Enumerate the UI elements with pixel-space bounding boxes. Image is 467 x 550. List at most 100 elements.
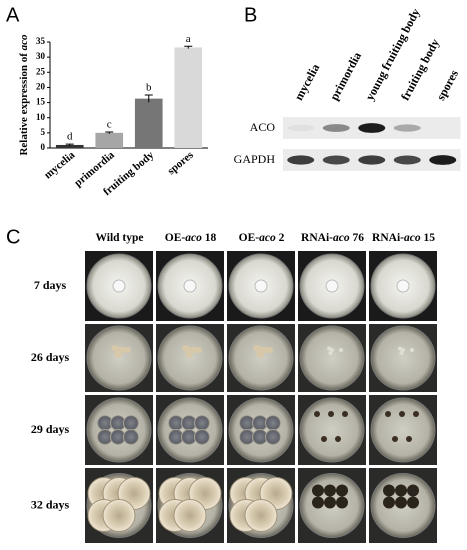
- panel-label: B: [244, 4, 257, 26]
- mushroom-cap: [252, 429, 268, 445]
- dark-spot: [413, 411, 419, 417]
- primordium: [118, 347, 125, 353]
- lane-label: mycelia: [291, 61, 322, 102]
- error-bar: [184, 45, 193, 49]
- error-bar: [105, 131, 114, 134]
- column-header: OE-aco 2: [239, 232, 285, 244]
- y-tick-label: 35: [36, 36, 46, 46]
- column-header-part: 18: [202, 232, 217, 244]
- mushroom-cap: [168, 429, 184, 445]
- mushroom-cap: [123, 429, 139, 445]
- blot-band: [358, 155, 386, 165]
- dark-spot: [314, 411, 320, 417]
- panel-label: C: [6, 226, 20, 248]
- inoculum: [183, 279, 197, 293]
- y-tick-label: 30: [36, 51, 46, 61]
- column-header-part: Wild type: [95, 232, 143, 244]
- column-header: OE-aco 18: [165, 232, 217, 244]
- primordium: [260, 347, 267, 353]
- inoculum: [325, 279, 339, 293]
- dark-spot: [335, 436, 341, 442]
- fruiting-body: [244, 499, 278, 532]
- primordium: [327, 346, 332, 351]
- x-tick-label: mycelia: [42, 149, 78, 182]
- blot-row-label: GAPDH: [234, 152, 276, 166]
- column-header-part: RNAi-: [372, 232, 404, 244]
- significance-letter: b: [146, 82, 152, 94]
- blot-band: [287, 155, 315, 165]
- error-bar: [65, 143, 74, 146]
- dark-spot: [328, 411, 334, 417]
- dish: [370, 325, 436, 391]
- blot-band: [358, 123, 386, 133]
- panel-label: A: [6, 4, 20, 26]
- primordium: [182, 345, 189, 352]
- bar: [55, 144, 84, 148]
- dish: [370, 397, 436, 463]
- mushroom-cap: [181, 415, 197, 431]
- column-header: RNAi-aco 15: [372, 232, 435, 244]
- mushroom-cap: [123, 415, 139, 431]
- dark-spot: [321, 436, 327, 442]
- dark-cap: [336, 484, 348, 497]
- column-header-part: 76: [350, 232, 365, 244]
- dark-cap: [407, 496, 419, 509]
- dark-spot: [399, 411, 405, 417]
- dark-cap: [383, 484, 395, 497]
- row-label: 32 days: [31, 497, 70, 511]
- mushroom-cap: [110, 415, 126, 431]
- y-axis-label-part: Relative expression of: [18, 50, 30, 155]
- blot-band: [322, 124, 350, 132]
- blot-band: [322, 155, 350, 165]
- blot-band: [287, 124, 315, 132]
- dark-cap: [312, 496, 324, 509]
- dark-spot: [406, 436, 412, 442]
- dish: [299, 325, 365, 391]
- mushroom-cap: [97, 415, 113, 431]
- dark-cap: [336, 496, 348, 509]
- mushroom-cap: [265, 429, 281, 445]
- bar: [174, 47, 203, 148]
- y-tick-label: 15: [36, 97, 46, 107]
- dark-spot: [392, 436, 398, 442]
- bar: [95, 132, 124, 148]
- mushroom-cap: [97, 429, 113, 445]
- significance-letter: a: [186, 33, 191, 45]
- significance-letter: d: [67, 131, 73, 143]
- mushroom-cap: [181, 429, 197, 445]
- fruiting-body: [102, 499, 136, 532]
- y-axis-label-part: aco: [18, 34, 30, 50]
- dark-cap: [324, 484, 336, 497]
- bar: [134, 98, 163, 148]
- dark-cap: [407, 484, 419, 497]
- column-header-part: aco: [404, 232, 421, 244]
- mushroom-cap: [168, 415, 184, 431]
- primordium: [187, 352, 193, 359]
- blot-row-label: ACO: [250, 120, 276, 134]
- mushroom-cap: [265, 415, 281, 431]
- dark-cap: [395, 496, 407, 509]
- column-header: RNAi-aco 76: [301, 232, 364, 244]
- column-header-part: aco: [185, 232, 202, 244]
- column-header-part: aco: [333, 232, 350, 244]
- mushroom-cap: [239, 415, 255, 431]
- dark-cap: [383, 496, 395, 509]
- blot-band: [393, 155, 421, 165]
- mushroom-cap: [110, 429, 126, 445]
- significance-letter: c: [107, 118, 112, 130]
- primordium: [258, 352, 264, 359]
- inoculum: [396, 279, 410, 293]
- column-header-part: OE-: [165, 232, 186, 244]
- y-tick-label: 5: [41, 127, 46, 137]
- row-label: 26 days: [31, 350, 70, 364]
- column-header-part: RNAi-: [301, 232, 333, 244]
- primordium: [338, 348, 343, 352]
- mushroom-cap: [194, 429, 210, 445]
- primordium: [398, 346, 403, 351]
- column-header-part: 2: [276, 232, 285, 244]
- column-header-part: 15: [421, 232, 436, 244]
- dark-cap: [395, 484, 407, 497]
- y-tick-label: 10: [36, 112, 46, 122]
- blot-band: [393, 124, 421, 132]
